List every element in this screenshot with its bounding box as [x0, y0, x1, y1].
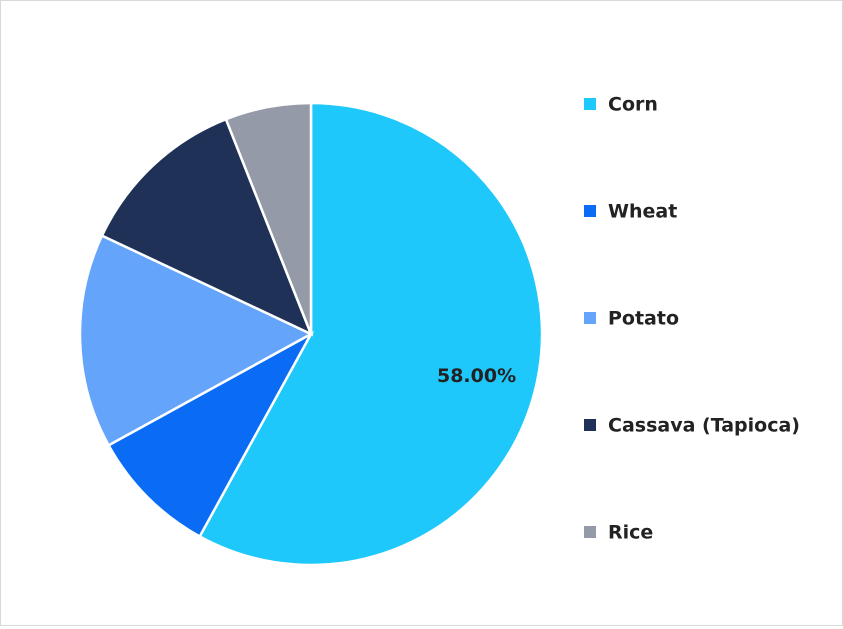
legend-label: Corn: [608, 94, 658, 116]
legend-swatch: [584, 205, 596, 217]
legend-swatch: [584, 312, 596, 324]
legend-swatch: [584, 526, 596, 538]
pie-slice: [224, 101, 313, 335]
legend-label: Wheat: [608, 201, 677, 223]
legend-label: Potato: [608, 308, 679, 330]
pie-slice: [106, 330, 315, 539]
legend-label: Cassava (Tapioca): [608, 415, 800, 437]
pie-slice: [78, 233, 314, 447]
data-label: 58.00%: [437, 365, 516, 387]
legend-swatch: [584, 98, 596, 110]
pie-slice: [198, 101, 544, 567]
legend-label: Rice: [608, 522, 653, 544]
pie-slice: [100, 117, 314, 337]
legend-swatch: [584, 419, 596, 431]
